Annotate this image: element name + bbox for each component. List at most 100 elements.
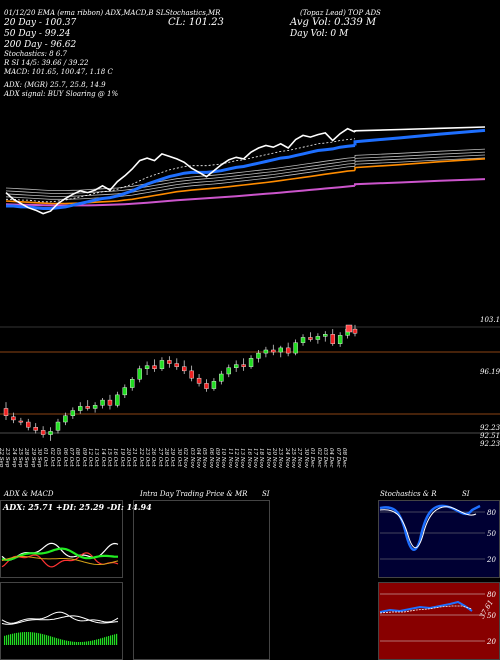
candle-body xyxy=(3,408,9,416)
header-date-line: 01/12/20 EMA (ema ribbon) ADX,MACD,B SLS… xyxy=(4,9,221,17)
macd-histogram-bar xyxy=(40,633,42,645)
macd-histogram-bar xyxy=(20,632,22,645)
ema-ribbon-line xyxy=(5,157,356,191)
ema-magenta-line xyxy=(5,184,356,207)
candle-body xyxy=(159,360,165,369)
close-price-line xyxy=(5,127,356,215)
macd-histogram-bar xyxy=(6,635,8,645)
candle-body xyxy=(26,421,31,428)
macd-histogram-bar xyxy=(116,633,118,645)
macd-histogram-bar xyxy=(82,641,84,645)
adx-signal-line xyxy=(1,556,119,565)
candle-body xyxy=(323,334,328,337)
macd-histogram-bar xyxy=(36,632,38,645)
macd-histogram-bar xyxy=(70,641,72,645)
candle-body xyxy=(300,337,306,343)
adx-panel-title: ADX & MACD xyxy=(4,490,54,498)
rsi-signal-line xyxy=(379,605,473,614)
candle-body xyxy=(55,421,61,431)
macd-histogram-bar xyxy=(16,632,18,645)
candle-body xyxy=(248,358,254,367)
ema-ribbon-ext xyxy=(354,154,486,164)
macd-histogram-bar xyxy=(54,637,56,645)
candle-body xyxy=(85,406,90,409)
macd-histogram-bar xyxy=(80,641,82,645)
candle-body xyxy=(196,377,202,384)
macd-histogram-bar xyxy=(86,641,88,645)
candle-body xyxy=(122,387,128,396)
stoch-panel xyxy=(378,500,500,578)
avg-vol-label: Avg Vol: 0.339 M xyxy=(290,17,377,28)
rsi-tick-80: 80 xyxy=(487,591,496,599)
macd-histogram-bar xyxy=(100,638,102,645)
candle-body xyxy=(308,337,313,340)
macd-histogram-bar xyxy=(26,632,28,645)
macd-histogram-bar xyxy=(104,637,106,645)
macd-histogram-bar xyxy=(92,640,94,645)
candle-body xyxy=(70,410,76,416)
macd-histogram-bar xyxy=(24,632,26,645)
candle-body xyxy=(11,416,16,421)
rsi-line xyxy=(379,600,473,613)
ema-ribbon-line xyxy=(5,160,356,194)
stoch-tick-80: 80 xyxy=(487,509,496,517)
mr-panel-si: SI xyxy=(262,490,270,498)
candle-body xyxy=(233,364,239,368)
candle-body xyxy=(167,360,172,364)
macd-histogram-bar xyxy=(112,634,114,645)
candle-body xyxy=(226,367,231,375)
macd-histogram-bar xyxy=(44,634,46,645)
macd-histogram-bar xyxy=(68,641,70,645)
adx-signal-line: ADX signal: BUY Sloaring @ 1% xyxy=(4,90,119,98)
close-label: CL: 101.23 xyxy=(168,17,224,28)
stoch-line: Stochastics: 8 6.7 xyxy=(4,50,67,58)
macd-histogram-bar xyxy=(22,632,24,645)
rsi-tick-50: 50 xyxy=(487,612,496,620)
macd-line xyxy=(1,611,119,624)
ema-fast-ext xyxy=(353,128,486,146)
macd-histogram-bar xyxy=(96,639,98,645)
macd-histogram-bar xyxy=(90,640,92,645)
macd-histogram-bar xyxy=(18,632,20,645)
macd-histogram-bar xyxy=(46,635,48,645)
macd-histogram-bar xyxy=(74,641,76,645)
macd-histogram-bar xyxy=(52,636,54,645)
macd-histogram-bar xyxy=(62,639,64,645)
candle-body xyxy=(18,420,24,423)
candle-body xyxy=(271,349,276,353)
macd-histogram-bar xyxy=(30,632,32,645)
candle-body xyxy=(78,406,83,411)
ema-ribbon-ext xyxy=(354,151,486,161)
level-label-low1: 92.23 xyxy=(480,424,500,432)
ema-ribbon-line xyxy=(5,163,356,197)
macd-histogram-bar xyxy=(102,637,104,645)
macd-histogram-bar xyxy=(32,632,34,645)
candle-body xyxy=(219,373,224,382)
mr-panel-title: Intra Day Trading Price & MR xyxy=(140,490,248,498)
level-label-low3: 92.23 xyxy=(480,440,500,448)
rsi-tick-20: 20 xyxy=(487,638,496,646)
macd-histogram-bar xyxy=(64,640,66,645)
macd-histogram-bar xyxy=(66,640,68,645)
candle-body xyxy=(285,347,291,354)
macd-histogram-bar xyxy=(56,638,58,645)
candle-body xyxy=(241,364,246,367)
macd-histogram-bar xyxy=(38,633,40,645)
macd-histogram-bar xyxy=(114,634,116,645)
candle-body xyxy=(152,365,157,369)
ema-slow-line xyxy=(5,169,356,205)
candle-body xyxy=(63,415,68,423)
candle-body xyxy=(182,366,187,372)
macd-histogram-bar xyxy=(42,634,44,645)
level-label-low2: 92.51 xyxy=(480,432,500,440)
macd-signal-line xyxy=(1,615,119,625)
candle-body xyxy=(115,394,120,406)
close-price-ext xyxy=(354,126,486,132)
candle-body xyxy=(33,427,38,431)
candle-body xyxy=(263,349,269,354)
macd-histogram-bar xyxy=(76,641,78,645)
macd-histogram-bar xyxy=(28,632,30,645)
candle-body xyxy=(48,431,53,435)
sma20-label: 20 Day - 100.37 xyxy=(4,18,77,28)
